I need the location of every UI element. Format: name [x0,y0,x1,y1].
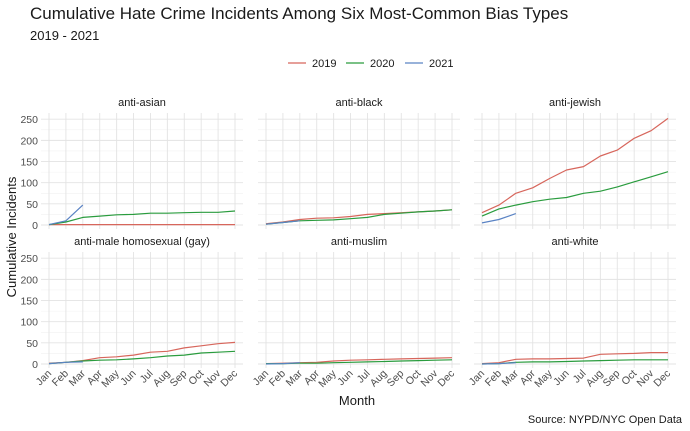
y-tick-label: 0 [32,359,38,371]
caption: Source: NYPD/NYC Open Data [528,414,683,426]
series-line-2021 [265,220,300,225]
panel-title: anti-asian [118,97,166,109]
series-line-2020 [481,171,669,217]
y-tick-label: 100 [20,178,38,190]
panel-title: anti-male homosexual (gay) [74,236,210,248]
series-line-2020 [48,210,236,226]
series-line-2019 [481,117,669,214]
series-line-2021 [48,204,84,226]
y-tick-label: 150 [20,157,38,169]
series-line-2019 [481,352,668,365]
panel-title: anti-black [335,97,383,109]
y-tick-label: 0 [32,220,38,232]
series-line-2021 [265,362,300,365]
legend-item-2020: 2020 [346,58,394,70]
series-line-2021 [481,213,516,224]
legend: 2019 2020 2021 [288,58,453,70]
panel-anti-black: anti-black [258,97,460,229]
y-tick-label: 50 [26,199,38,211]
chart-subtitle: 2019 - 2021 [30,28,99,43]
x-tick-label: Jun [551,368,572,389]
legend-label-2021: 2021 [429,58,453,70]
x-tick-label: Dec [218,368,240,390]
y-tick-label: 150 [20,296,38,308]
x-tick-label: Jun [335,368,356,389]
panel-anti-muslim: anti-muslimJanFebMarAprMayJunJulAugSepOc… [251,236,460,390]
series-line-2021 [48,361,83,365]
x-axis-title: Month [339,393,375,408]
facet-panels: anti-asian 0 50 100 150 200 250 anti-black anti-… [20,97,676,390]
y-tick-label: 200 [20,135,38,147]
chart-title: Cumulative Hate Crime Incidents Among Si… [30,4,568,23]
panel-anti-white: anti-whiteJanFebMarAprMayJunJulAugSepOct… [467,236,676,390]
legend-label-2019: 2019 [312,58,336,70]
panel-anti-jewish: anti-jewish [474,97,676,229]
series-line-2020 [48,350,236,365]
legend-label-2020: 2020 [370,58,394,70]
y-axis-title: Cumulative Incidents [4,176,19,297]
panel-title: anti-white [551,236,598,248]
series-line-2021 [481,362,516,365]
y-tick-label: 250 [20,253,38,265]
y-tick-label: 250 [20,114,38,126]
x-tick-label: Jun [118,368,139,389]
legend-item-2019: 2019 [288,58,336,70]
x-tick-label: Dec [435,368,457,390]
x-tick-label: Dec [651,368,673,390]
y-tick-label: 200 [20,274,38,286]
y-tick-label: 100 [20,317,38,329]
legend-item-2021: 2021 [405,58,453,70]
panel-title: anti-muslim [331,236,387,248]
series-line-2020 [265,209,453,225]
panel-anti-asian: anti-asian 0 50 100 150 200 250 [20,97,243,232]
panel-title: anti-jewish [549,97,601,109]
y-tick-label: 50 [26,338,38,350]
panel-anti-male-homosexual-gay: anti-male homosexual (gay) 0 50 100 150 200 25… [20,236,243,390]
